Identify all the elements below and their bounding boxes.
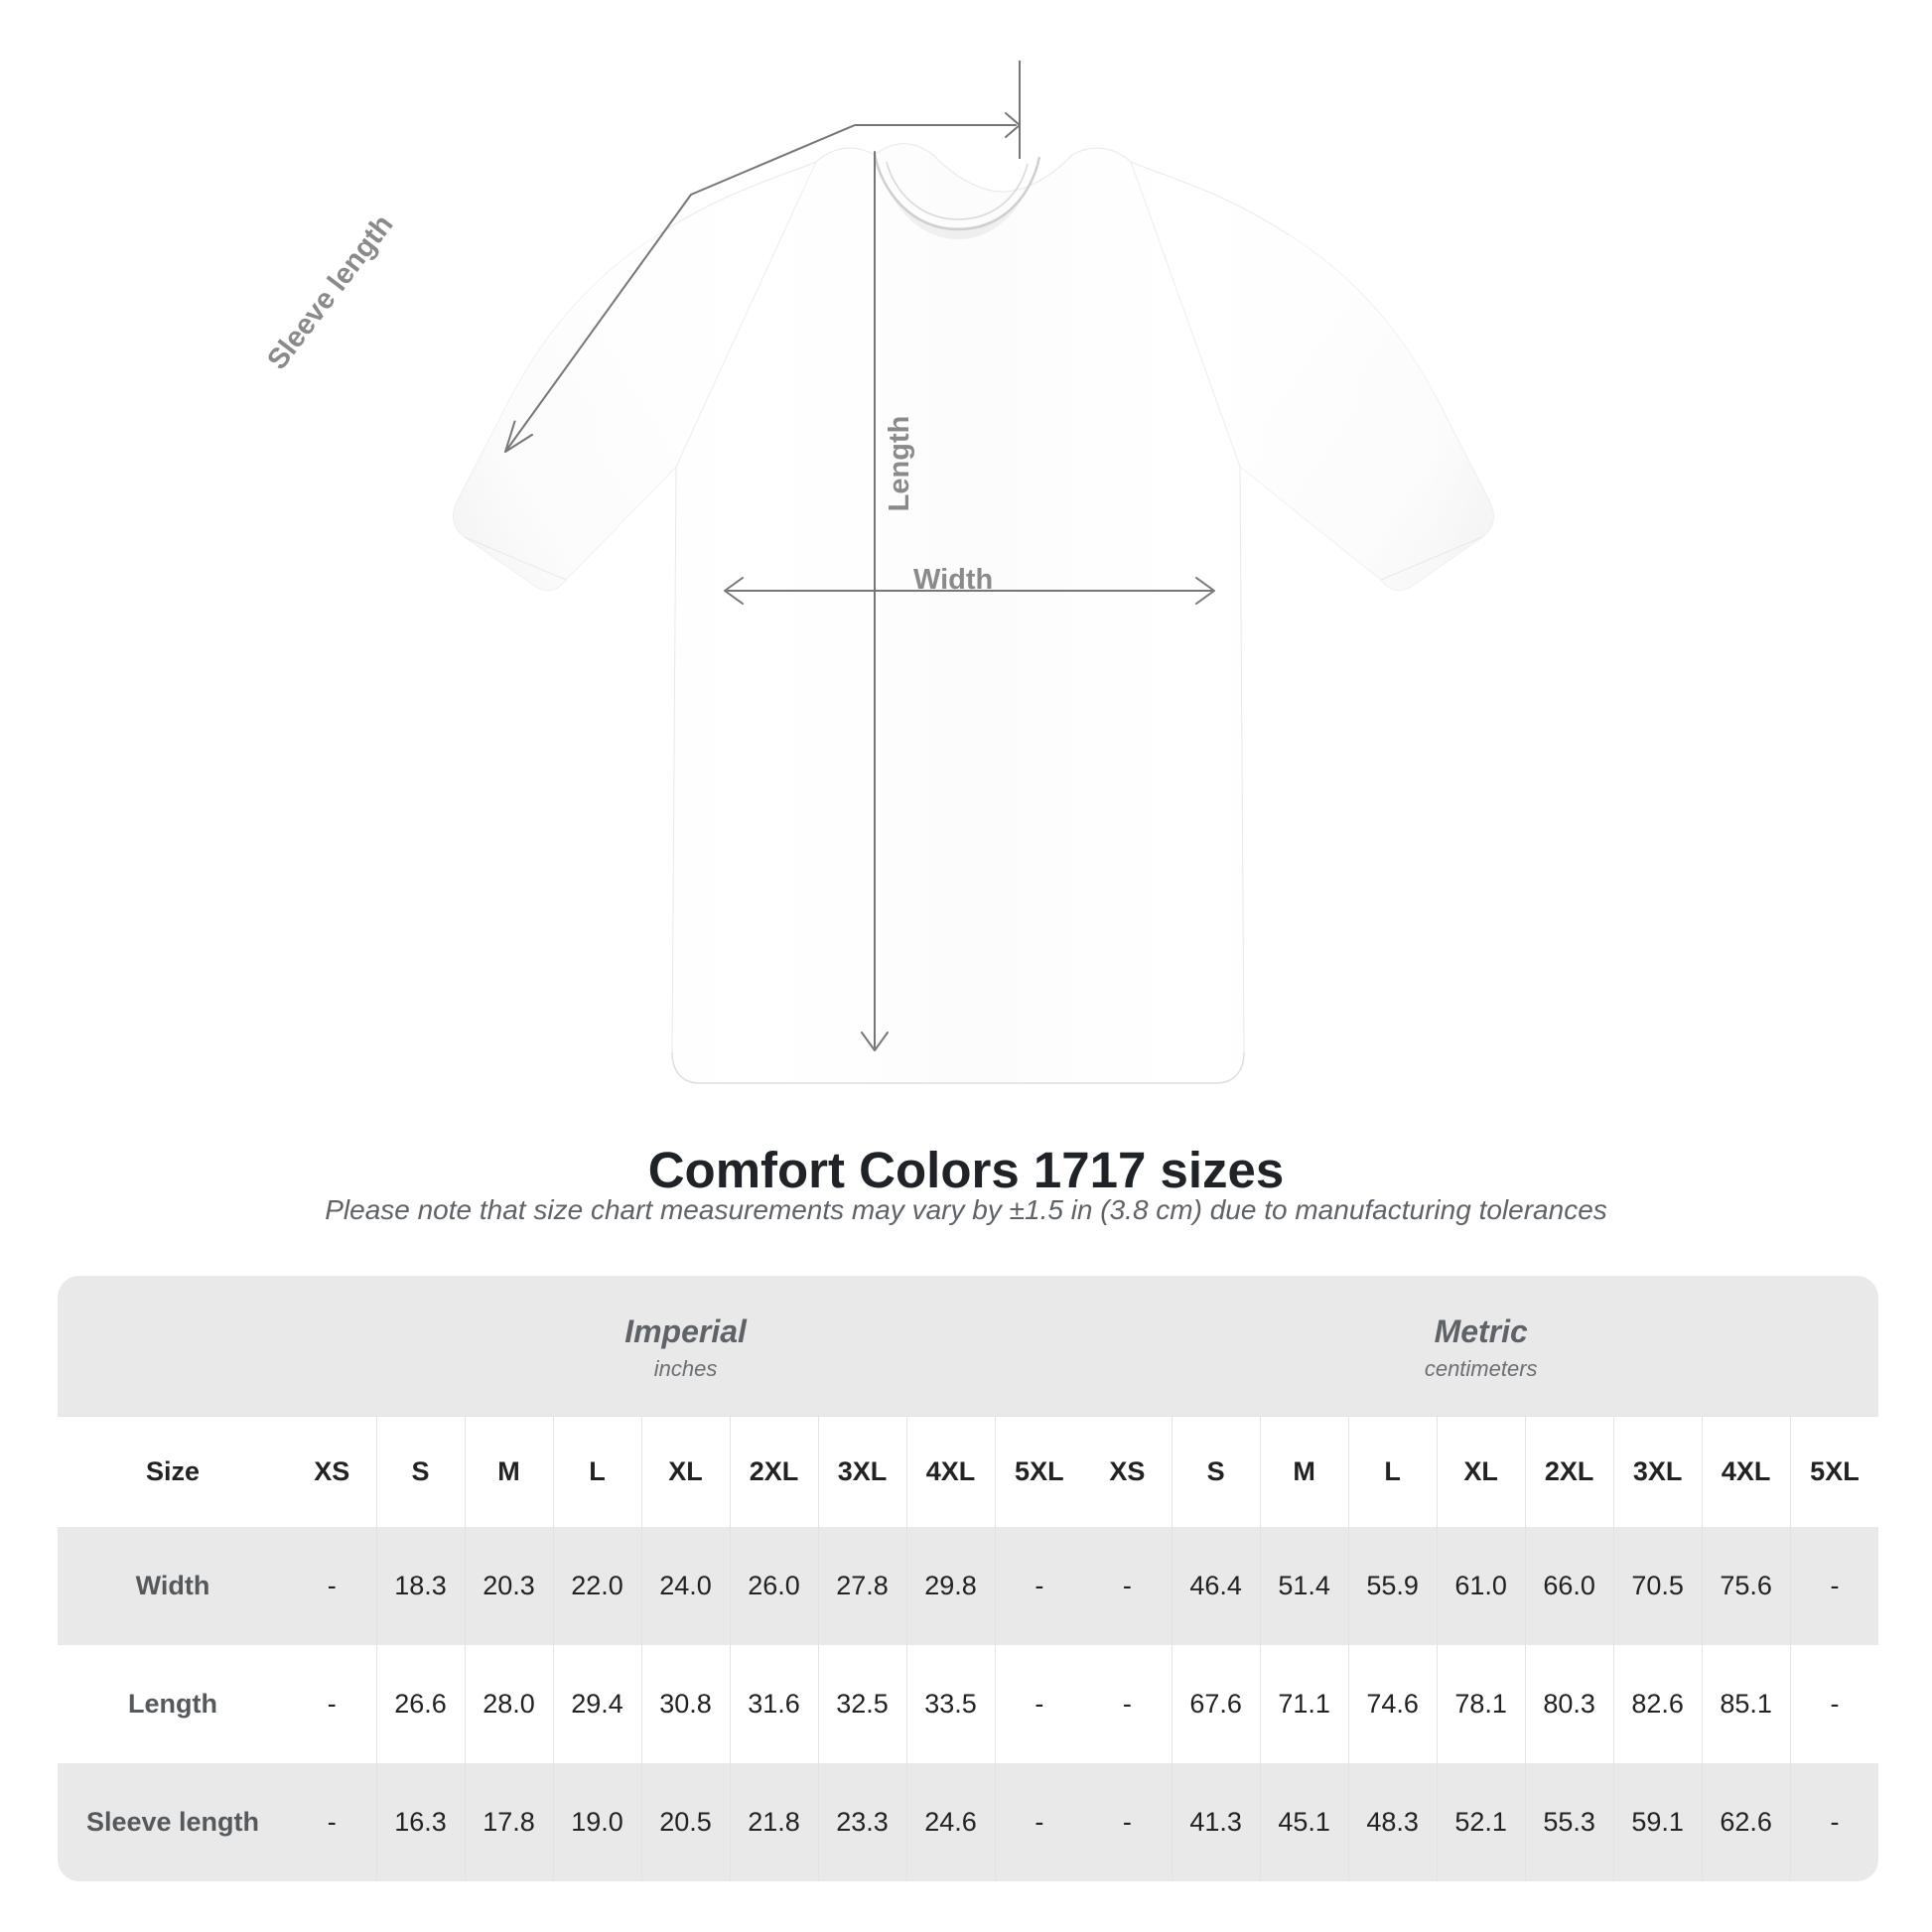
svg-text:Length: Length: [884, 416, 915, 512]
svg-text:Width: Width: [913, 564, 993, 596]
svg-text:Sleeve length: Sleeve length: [261, 209, 399, 376]
